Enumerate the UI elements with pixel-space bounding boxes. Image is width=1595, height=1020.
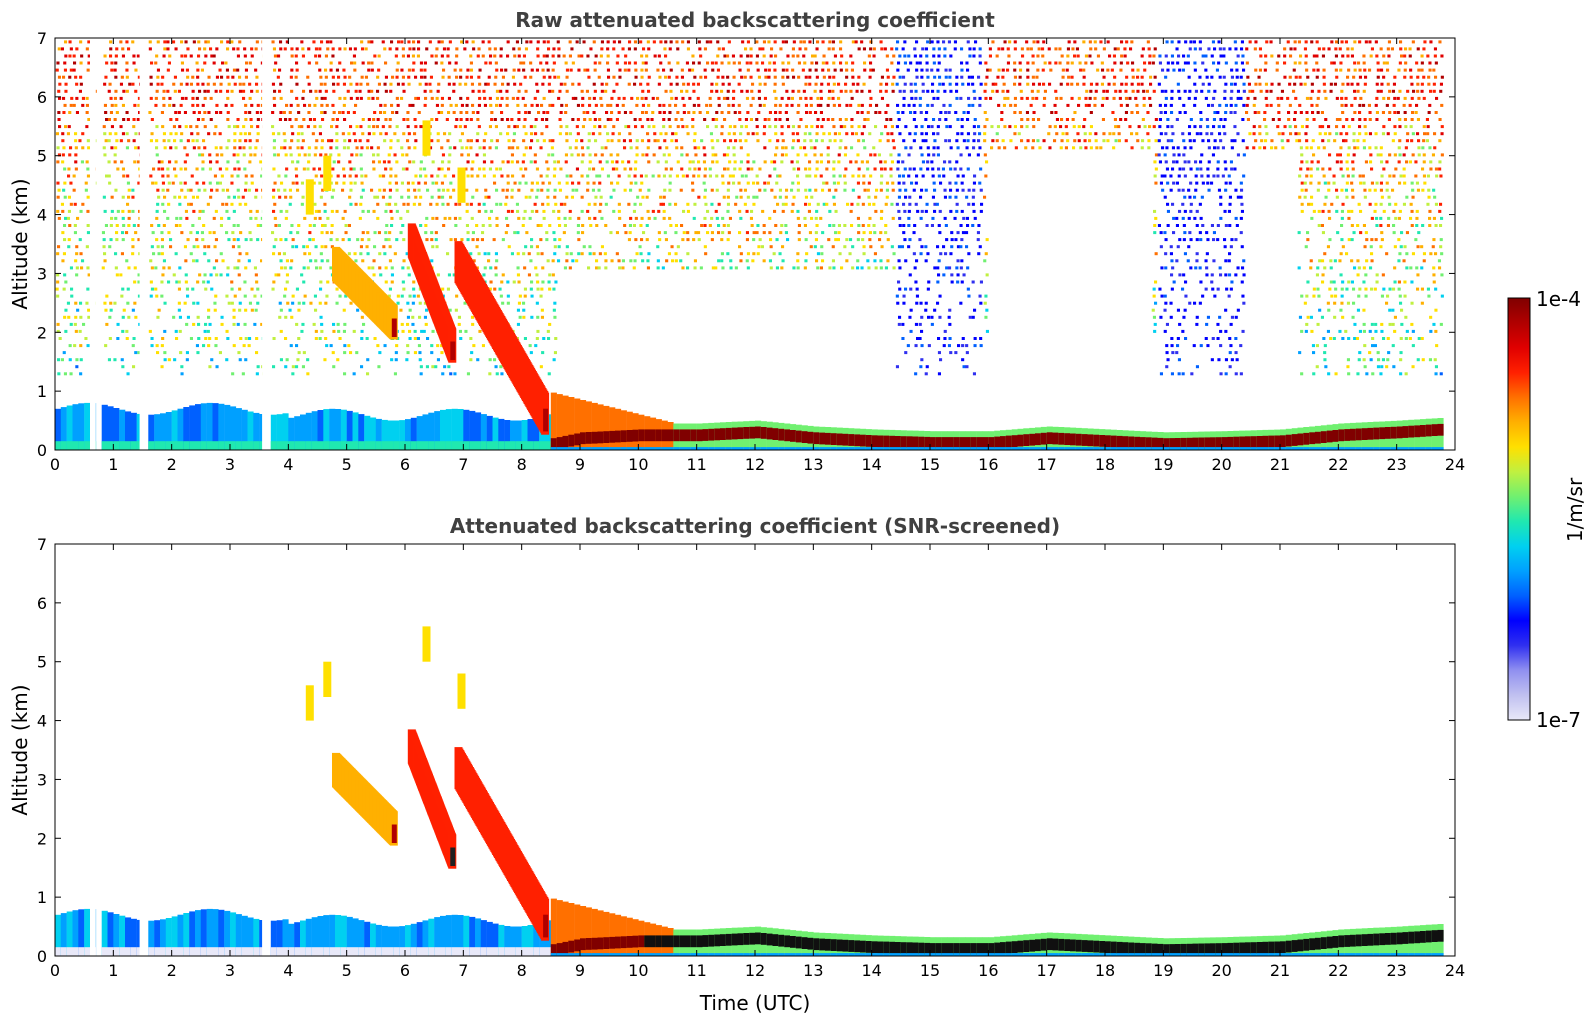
y-tick-label: 1	[37, 888, 47, 907]
y-tick-label: 4	[37, 712, 47, 731]
colorbar-max-label: 1e-4	[1536, 287, 1581, 311]
x-tick-label: 24	[1445, 961, 1465, 980]
x-tick-label: 1	[108, 961, 118, 980]
x-tick-label: 8	[517, 455, 527, 474]
x-tick-label: 10	[628, 455, 648, 474]
x-tick-label: 22	[1328, 961, 1348, 980]
x-tick-label: 21	[1270, 961, 1290, 980]
x-tick-label: 6	[400, 961, 410, 980]
x-tick-label: 6	[400, 455, 410, 474]
y-tick-label: 3	[37, 770, 47, 789]
x-tick-label: 16	[978, 455, 998, 474]
panel-raw-heatmap	[55, 38, 1444, 450]
y-tick-label: 4	[37, 206, 47, 225]
y-tick-label: 1	[37, 382, 47, 401]
x-tick-label: 19	[1153, 455, 1173, 474]
x-tick-label: 7	[458, 961, 468, 980]
x-tick-label: 20	[1211, 455, 1231, 474]
colorbar-unit-label: 1/m/sr	[1563, 477, 1587, 542]
y-tick-label: 7	[37, 29, 47, 48]
x-tick-label: 8	[517, 961, 527, 980]
colorbar-min-label: 1e-7	[1536, 708, 1581, 732]
x-tick-label: 3	[225, 455, 235, 474]
x-tick-label: 23	[1386, 455, 1406, 474]
y-tick-label: 0	[37, 947, 47, 966]
colorbar-gradient	[1507, 297, 1531, 721]
x-tick-label: 12	[745, 961, 765, 980]
colorbar: 1e-4 1e-7 1/m/sr	[1507, 287, 1587, 732]
x-tick-label: 22	[1328, 455, 1348, 474]
x-tick-label: 14	[861, 455, 881, 474]
x-tick-label: 17	[1036, 455, 1056, 474]
panel-screened: Attenuated backscattering coefficient (S…	[8, 514, 1465, 1015]
x-tick-label: 3	[225, 961, 235, 980]
panel-raw-background	[55, 38, 1455, 450]
panel-screened-ticks: 0 1 2 3 4 5 6 7 8 9 10 11 12 13 14 15 16 17 18 19 20 21 22 23 24…	[37, 535, 1465, 980]
x-tick-label: 18	[1095, 455, 1115, 474]
x-tick-label: 12	[745, 455, 765, 474]
y-tick-label: 6	[37, 594, 47, 613]
x-tick-label: 11	[686, 455, 706, 474]
x-tick-label: 21	[1270, 455, 1290, 474]
x-tick-label: 19	[1153, 961, 1173, 980]
y-tick-label: 7	[37, 535, 47, 554]
x-tick-label: 5	[342, 455, 352, 474]
x-tick-label: 0	[50, 961, 60, 980]
x-tick-label: 9	[575, 961, 585, 980]
x-tick-label: 1	[108, 455, 118, 474]
x-tick-label: 4	[283, 961, 293, 980]
x-tick-label: 4	[283, 455, 293, 474]
y-tick-label: 5	[37, 653, 47, 672]
x-tick-label: 24	[1445, 455, 1465, 474]
x-tick-label: 15	[920, 961, 940, 980]
x-tick-label: 18	[1095, 961, 1115, 980]
x-tick-label: 14	[861, 961, 881, 980]
x-tick-label: 20	[1211, 961, 1231, 980]
panel-raw-ticks: 0 1 2 3 4 5 6 7 8 9 10 11 12 13 14 15 16 17 18 19 20 21 22 23 24…	[37, 29, 1465, 474]
y-tick-label: 3	[37, 264, 47, 283]
x-tick-label: 13	[803, 961, 823, 980]
x-tick-label: 5	[342, 961, 352, 980]
x-tick-label: 2	[167, 455, 177, 474]
panel-screened-xlabel: Time (UTC)	[699, 991, 811, 1015]
x-tick-label: 23	[1386, 961, 1406, 980]
panel-screened-title: Attenuated backscattering coefficient (S…	[450, 514, 1060, 538]
x-tick-label: 11	[686, 961, 706, 980]
y-tick-label: 2	[37, 829, 47, 848]
x-tick-label: 10	[628, 961, 648, 980]
x-tick-label: 0	[50, 455, 60, 474]
x-tick-label: 13	[803, 455, 823, 474]
panel-screened-ylabel: Altitude (km)	[8, 684, 32, 815]
x-tick-label: 7	[458, 455, 468, 474]
panel-screened-heatmap	[55, 544, 1444, 956]
panel-raw-title: Raw attenuated backscattering coefficien…	[515, 8, 995, 32]
x-tick-label: 15	[920, 455, 940, 474]
x-tick-label: 2	[167, 961, 177, 980]
y-tick-label: 6	[37, 88, 47, 107]
panel-screened-background	[55, 544, 1455, 956]
panel-raw-ylabel: Altitude (km)	[8, 178, 32, 309]
y-tick-label: 5	[37, 147, 47, 166]
y-tick-label: 2	[37, 323, 47, 342]
x-tick-label: 9	[575, 455, 585, 474]
panel-raw: Raw attenuated backscattering coefficien…	[8, 8, 1465, 474]
y-tick-label: 0	[37, 441, 47, 460]
x-tick-label: 17	[1036, 961, 1056, 980]
x-tick-label: 16	[978, 961, 998, 980]
